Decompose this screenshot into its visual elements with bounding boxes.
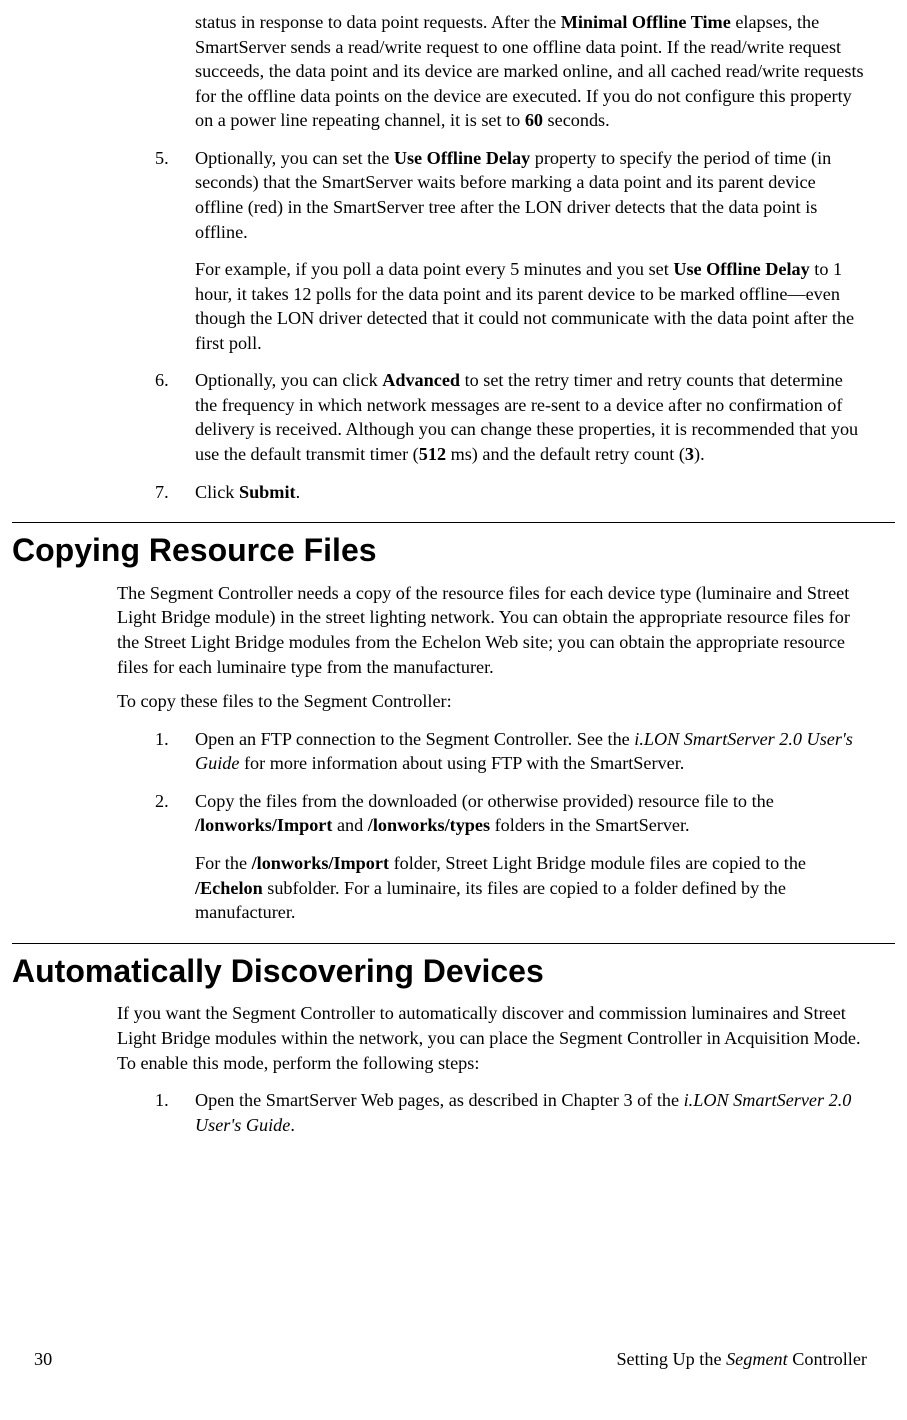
list-item-5: 5. Optionally, you can set the Use Offli… <box>117 146 868 356</box>
list-number: 1. <box>117 1088 195 1137</box>
list-item-1: 1. Open the SmartServer Web pages, as de… <box>117 1088 868 1137</box>
text: Open an FTP connection to the Segment Co… <box>195 729 634 749</box>
text: seconds. <box>543 110 610 130</box>
page-number: 30 <box>34 1347 52 1372</box>
footer-title: Setting Up the Segment Controller <box>616 1347 867 1372</box>
text: ). <box>694 444 705 464</box>
text: Optionally, you can click <box>195 370 382 390</box>
paragraph: Open the SmartServer Web pages, as descr… <box>195 1088 868 1137</box>
list-item-7: 7. Click Submit. <box>117 480 868 505</box>
bold-term: Submit <box>239 482 296 502</box>
list-item-6: 6. Optionally, you can click Advanced to… <box>117 368 868 466</box>
text: status in response to data point request… <box>195 12 561 32</box>
text: Click <box>195 482 239 502</box>
paragraph: If you want the Segment Controller to au… <box>117 1001 868 1075</box>
bold-term: Use Offline Delay <box>394 148 530 168</box>
paragraph: Open an FTP connection to the Segment Co… <box>195 727 868 776</box>
text: Copy the files from the downloaded (or o… <box>195 791 774 811</box>
heading-automatically-discovering-devices: Automatically Discovering Devices <box>12 947 895 992</box>
bold-path: /lonworks/Import <box>195 815 332 835</box>
text: Open the SmartServer Web pages, as descr… <box>195 1090 684 1110</box>
text: . <box>296 482 301 502</box>
text: For example, if you poll a data point ev… <box>195 259 673 279</box>
text: subfolder. For a luminaire, its files ar… <box>195 878 786 923</box>
text: . <box>290 1115 295 1135</box>
list-number: 2. <box>117 789 195 925</box>
text: and <box>332 815 367 835</box>
paragraph: The Segment Controller needs a copy of t… <box>117 581 868 679</box>
text: for more information about using FTP wit… <box>239 753 684 773</box>
paragraph: To copy these files to the Segment Contr… <box>117 689 868 714</box>
text: folders in the SmartServer. <box>490 815 690 835</box>
bold-value: 3 <box>685 444 694 464</box>
text: Controller <box>788 1349 867 1369</box>
bold-value: 60 <box>525 110 543 130</box>
paragraph: For example, if you poll a data point ev… <box>195 257 868 355</box>
section-rule <box>12 943 895 944</box>
list-number: 7. <box>117 480 195 505</box>
text: Setting Up the <box>616 1349 726 1369</box>
heading-copying-resource-files: Copying Resource Files <box>12 526 895 571</box>
paragraph: For the /lonworks/Import folder, Street … <box>195 851 868 925</box>
page-footer: 30 Setting Up the Segment Controller <box>34 1347 867 1372</box>
paragraph: Copy the files from the downloaded (or o… <box>195 789 868 838</box>
list-number: 1. <box>117 727 195 776</box>
list-number: 5. <box>117 146 195 356</box>
bold-path: /lonworks/Import <box>252 853 389 873</box>
section-rule <box>12 522 895 523</box>
list-number: 6. <box>117 368 195 466</box>
list-item-1: 1. Open an FTP connection to the Segment… <box>117 727 868 776</box>
list-item-2: 2. Copy the files from the downloaded (o… <box>117 789 868 925</box>
bold-term: Use Offline Delay <box>673 259 809 279</box>
bold-path: /Echelon <box>195 878 263 898</box>
bold-value: 512 <box>419 444 446 464</box>
text: ms) and the default retry count ( <box>446 444 685 464</box>
bold-term: Minimal Offline Time <box>561 12 731 32</box>
paragraph: Optionally, you can click Advanced to se… <box>195 368 868 466</box>
text: For the <box>195 853 252 873</box>
italic-term: Segment <box>726 1349 788 1369</box>
bold-path: /lonworks/types <box>368 815 490 835</box>
continuation-text: status in response to data point request… <box>195 10 868 133</box>
text: folder, Street Light Bridge module files… <box>389 853 806 873</box>
paragraph: Click Submit. <box>195 480 868 505</box>
text: Optionally, you can set the <box>195 148 394 168</box>
bold-term: Advanced <box>382 370 460 390</box>
paragraph: Optionally, you can set the Use Offline … <box>195 146 868 244</box>
